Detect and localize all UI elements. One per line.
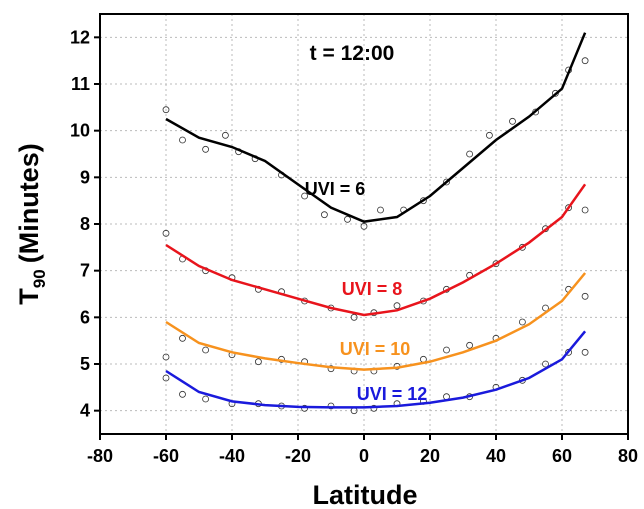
data-point xyxy=(492,260,500,268)
data-point xyxy=(542,360,549,368)
data-point xyxy=(581,348,589,356)
y-label-sub: 90 xyxy=(30,269,49,288)
data-point xyxy=(221,131,229,139)
data-point xyxy=(443,346,450,354)
data-point xyxy=(162,374,170,382)
y-label-main: T xyxy=(14,288,44,305)
data-point xyxy=(202,395,210,403)
data-point xyxy=(393,302,401,310)
y-label-rest: (Minutes) xyxy=(14,143,44,263)
data-point xyxy=(179,390,186,398)
y-tick-label: 10 xyxy=(70,121,90,141)
fit-line xyxy=(165,272,587,371)
data-point xyxy=(581,57,589,65)
data-point xyxy=(466,150,474,158)
y-tick-label: 6 xyxy=(80,307,90,327)
data-point xyxy=(581,206,589,214)
data-point xyxy=(565,348,572,356)
fit-line xyxy=(165,32,587,223)
data-point xyxy=(466,341,474,349)
data-point xyxy=(485,131,493,139)
data-point xyxy=(581,292,589,300)
data-point xyxy=(162,229,170,237)
data-point xyxy=(519,318,526,326)
fit-line xyxy=(165,183,587,317)
series-label: UVI = 8 xyxy=(342,279,403,299)
y-tick-label: 5 xyxy=(80,354,90,374)
series-label: UVI = 6 xyxy=(305,179,366,199)
x-tick-label: -80 xyxy=(87,446,113,466)
y-axis-label: T90 (Minutes) xyxy=(14,143,49,304)
x-axis-label: Latitude xyxy=(313,480,418,509)
data-point xyxy=(565,204,572,212)
x-tick-label: 80 xyxy=(618,446,638,466)
data-point xyxy=(350,313,358,321)
y-tick-label: 7 xyxy=(80,261,90,281)
plot-frame xyxy=(99,13,629,435)
y-tick-label: 12 xyxy=(70,27,90,47)
x-tick-label: -20 xyxy=(285,446,311,466)
data-point xyxy=(202,145,210,153)
y-tick-label: 9 xyxy=(80,167,90,187)
data-point xyxy=(509,117,516,125)
data-point xyxy=(344,215,351,223)
data-point xyxy=(320,211,328,219)
series-label: UVI = 12 xyxy=(357,384,428,404)
x-tick-label: 40 xyxy=(486,446,506,466)
data-point xyxy=(162,353,170,361)
y-tick-label: 4 xyxy=(80,401,90,421)
data-point xyxy=(254,358,262,366)
data-point xyxy=(179,334,186,342)
x-tick-label: 20 xyxy=(420,446,440,466)
annotation: t = 12:00 xyxy=(310,42,395,65)
y-tick-label: 11 xyxy=(71,74,90,94)
x-tick-label: -40 xyxy=(219,446,245,466)
x-tick-label: -60 xyxy=(153,446,179,466)
x-tick-label: 0 xyxy=(359,446,369,466)
data-point xyxy=(301,404,309,412)
data-point xyxy=(179,136,186,144)
fit-line xyxy=(165,330,587,409)
data-point xyxy=(162,106,170,114)
data-point xyxy=(542,304,549,312)
data-point xyxy=(443,178,450,186)
x-tick-label: 60 xyxy=(552,446,572,466)
data-point xyxy=(360,222,368,230)
series-label: UVI = 10 xyxy=(340,339,411,359)
data-point xyxy=(327,402,335,410)
data-point xyxy=(377,206,384,214)
y-tick-label: 8 xyxy=(80,214,90,234)
data-point xyxy=(301,192,309,200)
data-point xyxy=(202,346,210,354)
